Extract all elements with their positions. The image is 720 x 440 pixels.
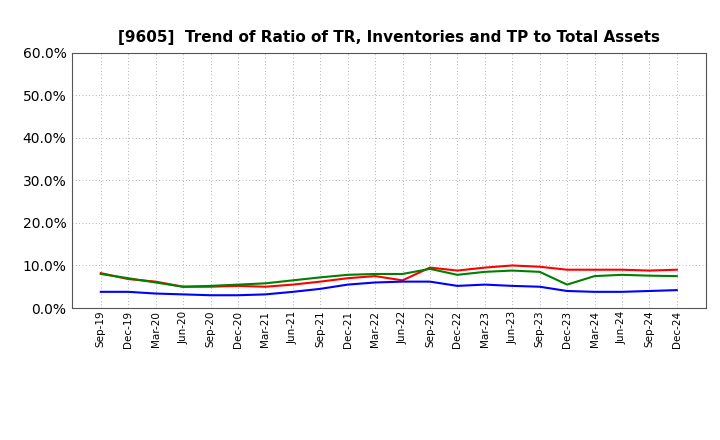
- Trade Payables: [618, 272, 626, 278]
- Trade Payables: [398, 271, 407, 277]
- Trade Payables: [343, 272, 352, 278]
- Inventories: [645, 288, 654, 293]
- Inventories: [618, 289, 626, 294]
- Trade Payables: [453, 272, 462, 278]
- Inventories: [508, 283, 516, 289]
- Inventories: [96, 289, 105, 294]
- Trade Receivables: [536, 264, 544, 269]
- Trade Receivables: [233, 283, 242, 289]
- Inventories: [590, 289, 599, 294]
- Line: Trade Payables: Trade Payables: [101, 269, 677, 287]
- Inventories: [289, 289, 297, 294]
- Trade Receivables: [124, 276, 132, 282]
- Trade Payables: [536, 269, 544, 275]
- Trade Receivables: [398, 278, 407, 283]
- Trade Receivables: [289, 282, 297, 287]
- Trade Receivables: [206, 284, 215, 290]
- Inventories: [398, 279, 407, 284]
- Trade Payables: [233, 282, 242, 287]
- Inventories: [206, 293, 215, 298]
- Inventories: [480, 282, 489, 287]
- Trade Payables: [672, 273, 681, 279]
- Inventories: [151, 291, 160, 296]
- Line: Inventories: Inventories: [101, 282, 677, 295]
- Trade Receivables: [179, 284, 187, 290]
- Trade Receivables: [480, 265, 489, 270]
- Title: [9605]  Trend of Ratio of TR, Inventories and TP to Total Assets: [9605] Trend of Ratio of TR, Inventories…: [118, 29, 660, 45]
- Inventories: [563, 288, 572, 293]
- Trade Payables: [261, 281, 270, 286]
- Trade Payables: [563, 282, 572, 287]
- Inventories: [536, 284, 544, 290]
- Line: Trade Receivables: Trade Receivables: [101, 265, 677, 287]
- Trade Receivables: [371, 273, 379, 279]
- Trade Payables: [151, 280, 160, 285]
- Trade Payables: [96, 271, 105, 277]
- Trade Payables: [426, 266, 434, 271]
- Trade Receivables: [453, 268, 462, 273]
- Trade Receivables: [96, 271, 105, 276]
- Trade Receivables: [590, 267, 599, 272]
- Inventories: [316, 286, 325, 291]
- Inventories: [343, 282, 352, 287]
- Trade Receivables: [426, 265, 434, 270]
- Trade Payables: [289, 278, 297, 283]
- Inventories: [179, 292, 187, 297]
- Inventories: [261, 292, 270, 297]
- Trade Payables: [206, 283, 215, 289]
- Trade Payables: [124, 275, 132, 281]
- Inventories: [124, 289, 132, 294]
- Trade Receivables: [151, 279, 160, 284]
- Inventories: [233, 293, 242, 298]
- Trade Payables: [179, 284, 187, 290]
- Trade Payables: [371, 271, 379, 277]
- Trade Receivables: [618, 267, 626, 272]
- Trade Payables: [645, 273, 654, 279]
- Trade Receivables: [316, 279, 325, 284]
- Inventories: [453, 283, 462, 289]
- Trade Receivables: [343, 275, 352, 281]
- Trade Receivables: [261, 284, 270, 290]
- Trade Receivables: [672, 267, 681, 272]
- Trade Payables: [508, 268, 516, 273]
- Trade Receivables: [645, 268, 654, 273]
- Inventories: [672, 287, 681, 293]
- Trade Payables: [590, 273, 599, 279]
- Trade Payables: [316, 275, 325, 280]
- Trade Payables: [480, 269, 489, 275]
- Trade Receivables: [508, 263, 516, 268]
- Inventories: [371, 280, 379, 285]
- Inventories: [426, 279, 434, 284]
- Trade Receivables: [563, 267, 572, 272]
